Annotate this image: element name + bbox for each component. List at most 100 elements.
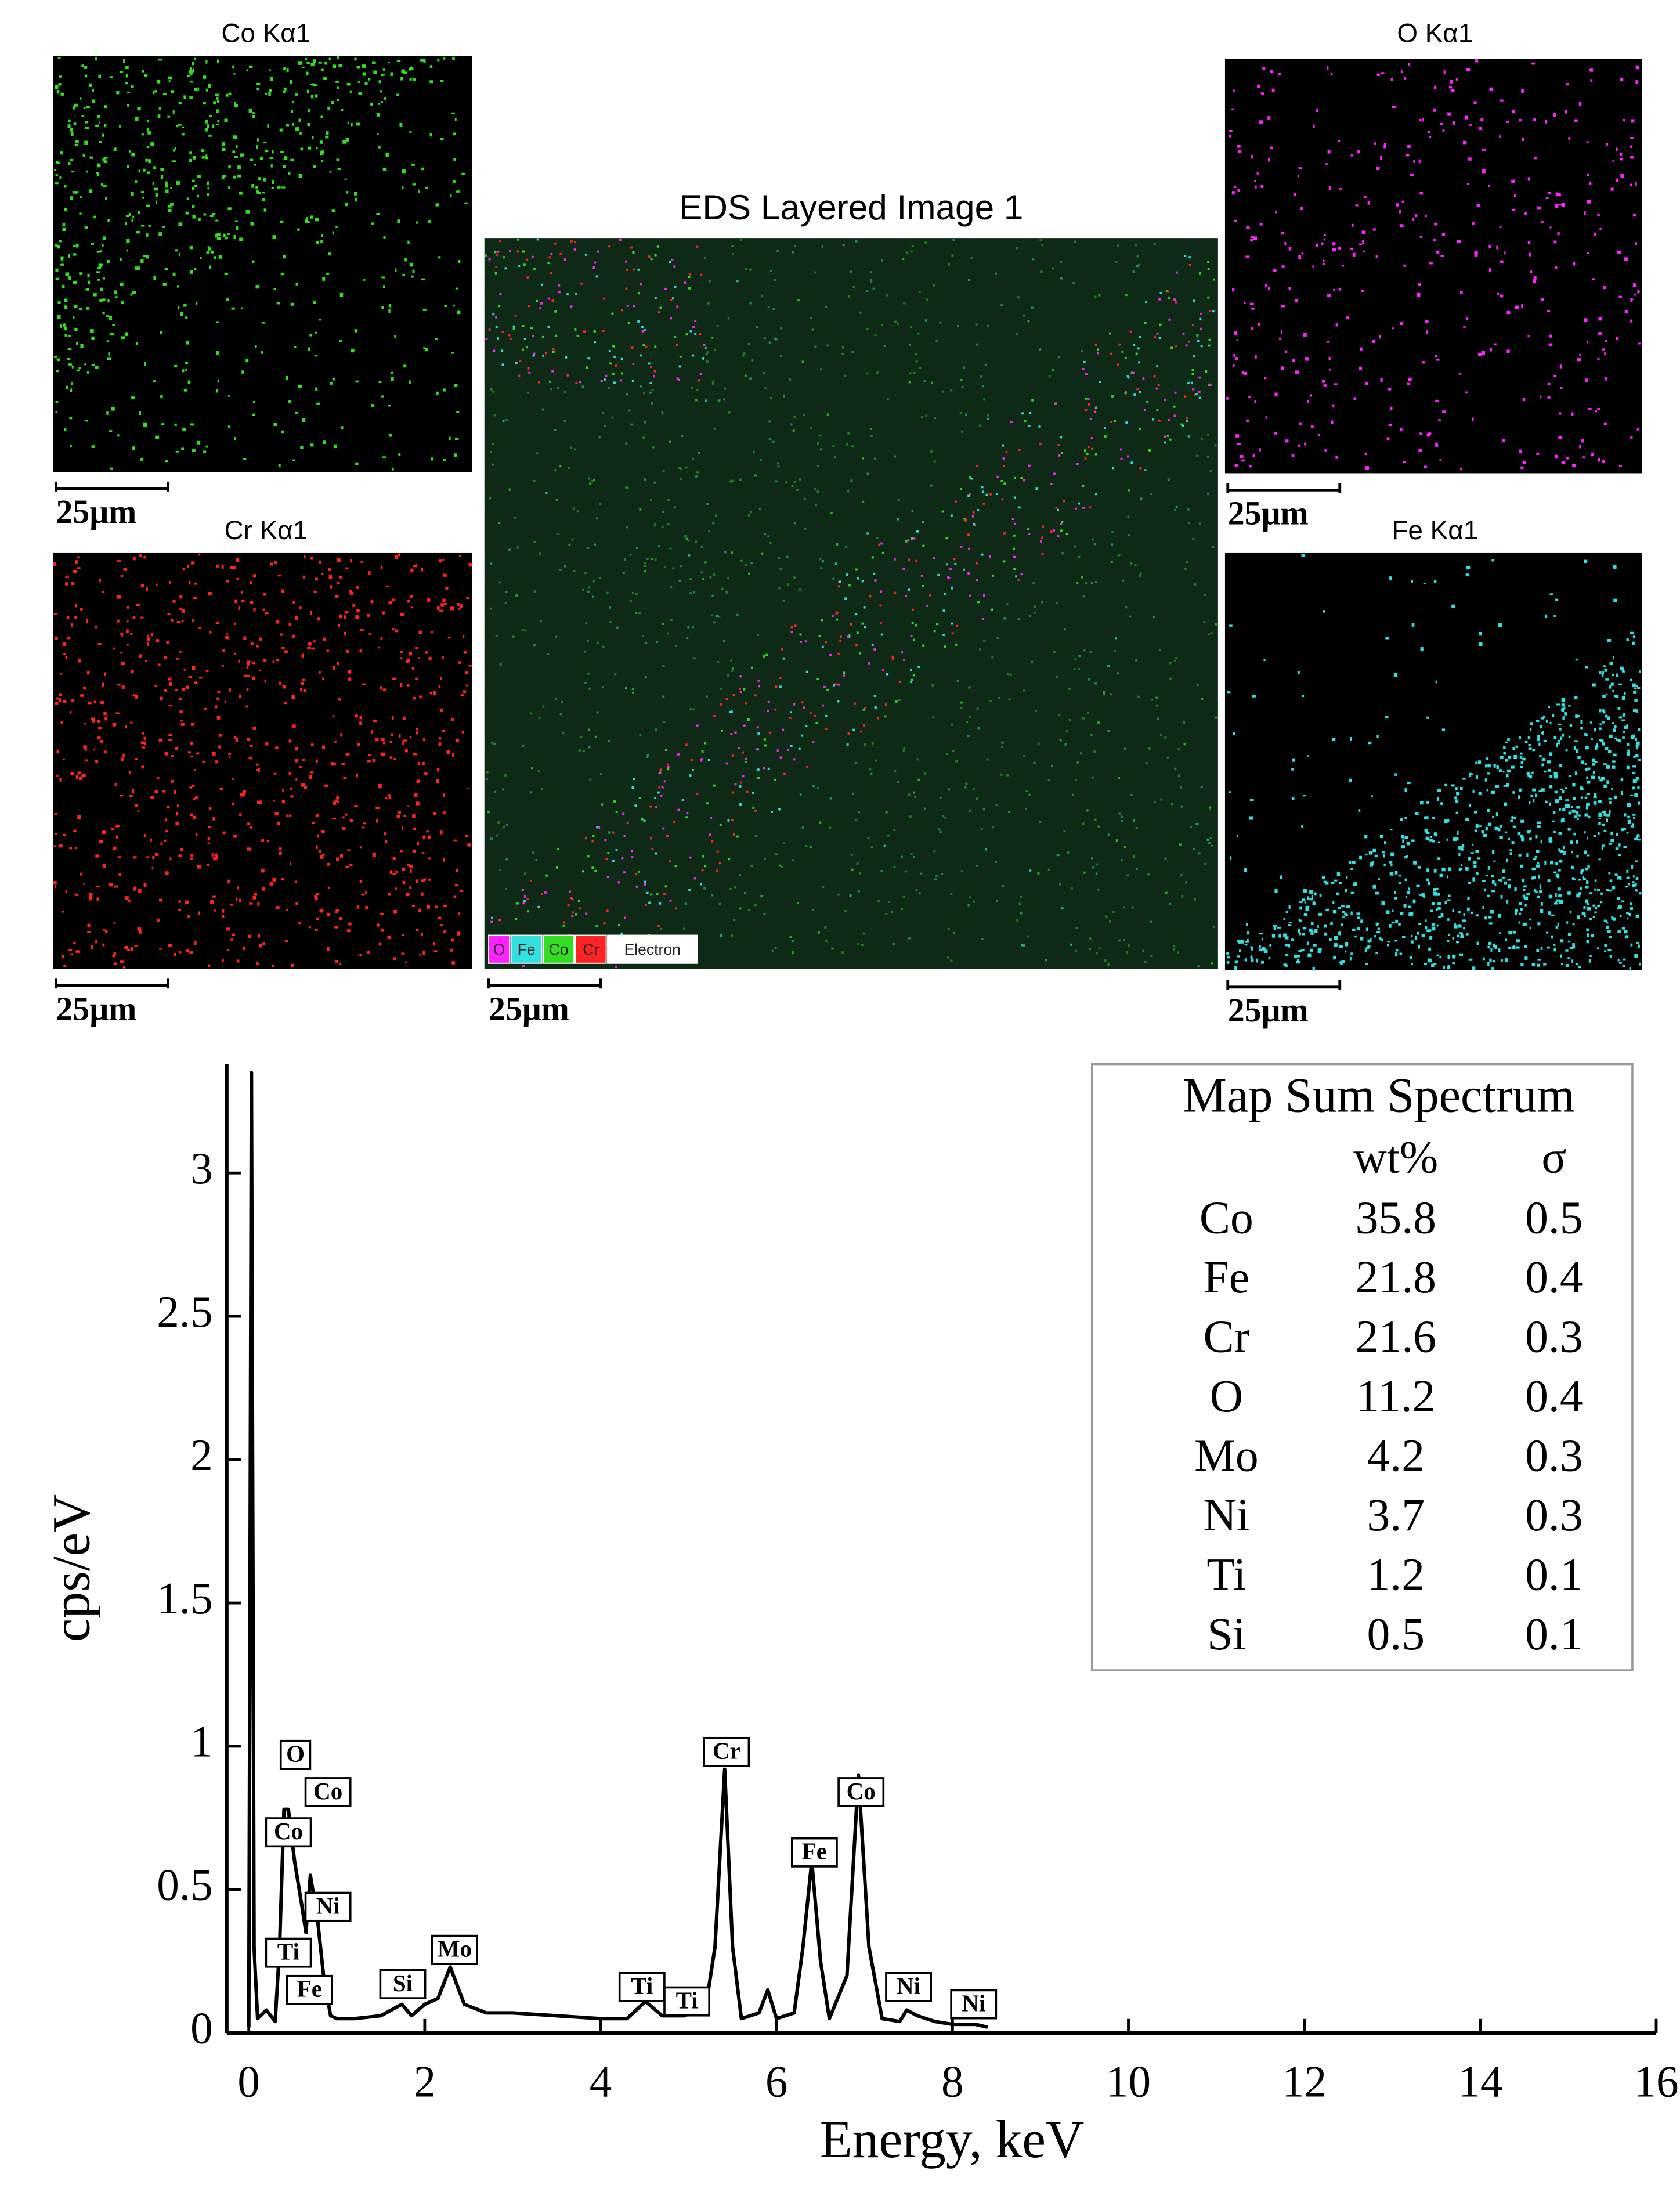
map-dot xyxy=(1259,948,1262,952)
map-dot xyxy=(1465,115,1468,120)
layered-dot xyxy=(605,858,608,861)
map-title: O Kα1 xyxy=(1397,18,1473,48)
layered-dot xyxy=(1041,536,1044,539)
layered-dot xyxy=(912,855,915,858)
layered-dot xyxy=(793,576,796,579)
map-dot xyxy=(190,270,193,274)
layered-dot xyxy=(1188,264,1191,266)
map-dot xyxy=(372,759,376,763)
layered-dot xyxy=(1177,748,1180,751)
map-dot xyxy=(1610,831,1613,836)
map-dot xyxy=(215,123,219,125)
layered-dot xyxy=(703,887,706,890)
map-dot xyxy=(1560,819,1565,823)
map-dot xyxy=(1561,817,1565,821)
map-dot xyxy=(419,954,421,956)
layered-dot xyxy=(1002,884,1005,887)
map-dot xyxy=(125,222,127,226)
map-dot xyxy=(332,378,335,381)
map-dot xyxy=(380,90,382,93)
layered-dot xyxy=(1127,515,1130,518)
map-dot xyxy=(1437,789,1441,792)
map-dot xyxy=(1555,454,1558,459)
map-dot xyxy=(440,603,445,607)
layered-dot xyxy=(951,254,954,257)
layered-dot xyxy=(874,457,877,460)
map-dot xyxy=(193,815,196,819)
map-dot xyxy=(92,89,94,92)
map-dot xyxy=(292,459,295,461)
map-dot xyxy=(1307,896,1309,900)
layered-dot xyxy=(947,928,950,931)
map-dot xyxy=(1399,224,1404,227)
map-dot xyxy=(1341,923,1343,926)
map-dot xyxy=(1614,795,1617,799)
map-dot xyxy=(233,622,236,625)
map-dot xyxy=(1636,685,1638,687)
map-dot xyxy=(91,445,95,448)
map-dot xyxy=(1336,872,1341,876)
map-dot xyxy=(1515,745,1518,748)
map-dot xyxy=(354,329,358,333)
map-dot xyxy=(102,830,106,835)
map-dot xyxy=(1491,790,1495,795)
map-dot xyxy=(1630,907,1633,910)
map-dot xyxy=(455,739,459,742)
map-dot xyxy=(264,680,266,683)
layered-dot xyxy=(819,434,822,437)
map-dot xyxy=(390,371,393,374)
map-dot xyxy=(97,279,100,281)
map-dot xyxy=(165,871,169,875)
layered-dot xyxy=(1098,294,1101,297)
map-dot xyxy=(1584,559,1588,563)
map-dot xyxy=(1623,731,1625,734)
map-dot xyxy=(309,334,313,337)
map-dot xyxy=(1403,461,1407,464)
map-dot xyxy=(354,714,358,718)
map-dot xyxy=(74,304,78,309)
map-dot xyxy=(320,68,324,71)
map-dot xyxy=(143,736,146,741)
layered-dot xyxy=(950,514,953,517)
map-dot xyxy=(59,693,63,696)
map-dot xyxy=(175,689,178,691)
layered-dot xyxy=(1078,555,1081,558)
map-dot xyxy=(55,702,59,705)
layered-dot xyxy=(498,305,501,308)
layered-dot xyxy=(1078,655,1081,658)
map-dot xyxy=(1576,840,1579,844)
layered-dot xyxy=(594,869,597,872)
map-dot xyxy=(298,118,301,122)
layered-dot xyxy=(695,399,698,402)
layered-dot xyxy=(731,479,734,482)
layered-dot xyxy=(562,924,565,927)
map-dot xyxy=(174,790,176,795)
map-dot xyxy=(361,894,365,896)
map-dot xyxy=(1549,775,1553,778)
map-dot xyxy=(244,674,248,677)
layered-dot xyxy=(518,264,521,267)
map-dot xyxy=(1632,709,1636,712)
layered-dot xyxy=(880,633,883,636)
map-dot xyxy=(1342,911,1345,914)
legend-swatch xyxy=(543,934,575,964)
layered-dot xyxy=(803,413,805,416)
map-dot xyxy=(1357,916,1360,919)
map-dot xyxy=(176,285,179,288)
layered-dot xyxy=(929,594,931,597)
layered-dot xyxy=(1164,736,1167,739)
map-dot xyxy=(147,634,149,637)
layered-dot xyxy=(531,255,534,258)
map-dot xyxy=(207,193,209,196)
map-dot xyxy=(216,59,219,63)
map-dot xyxy=(239,898,241,902)
map-dot xyxy=(338,64,342,67)
map-dot xyxy=(227,879,230,884)
map-dot xyxy=(1603,665,1606,667)
layered-dot xyxy=(763,738,766,741)
layered-dot xyxy=(644,676,647,679)
map-dot xyxy=(60,92,64,96)
map-dot xyxy=(442,558,445,561)
map-dot xyxy=(368,633,371,635)
map-dot xyxy=(1606,922,1609,924)
